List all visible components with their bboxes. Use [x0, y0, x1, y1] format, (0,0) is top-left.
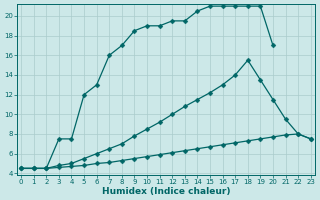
X-axis label: Humidex (Indice chaleur): Humidex (Indice chaleur)	[102, 187, 230, 196]
